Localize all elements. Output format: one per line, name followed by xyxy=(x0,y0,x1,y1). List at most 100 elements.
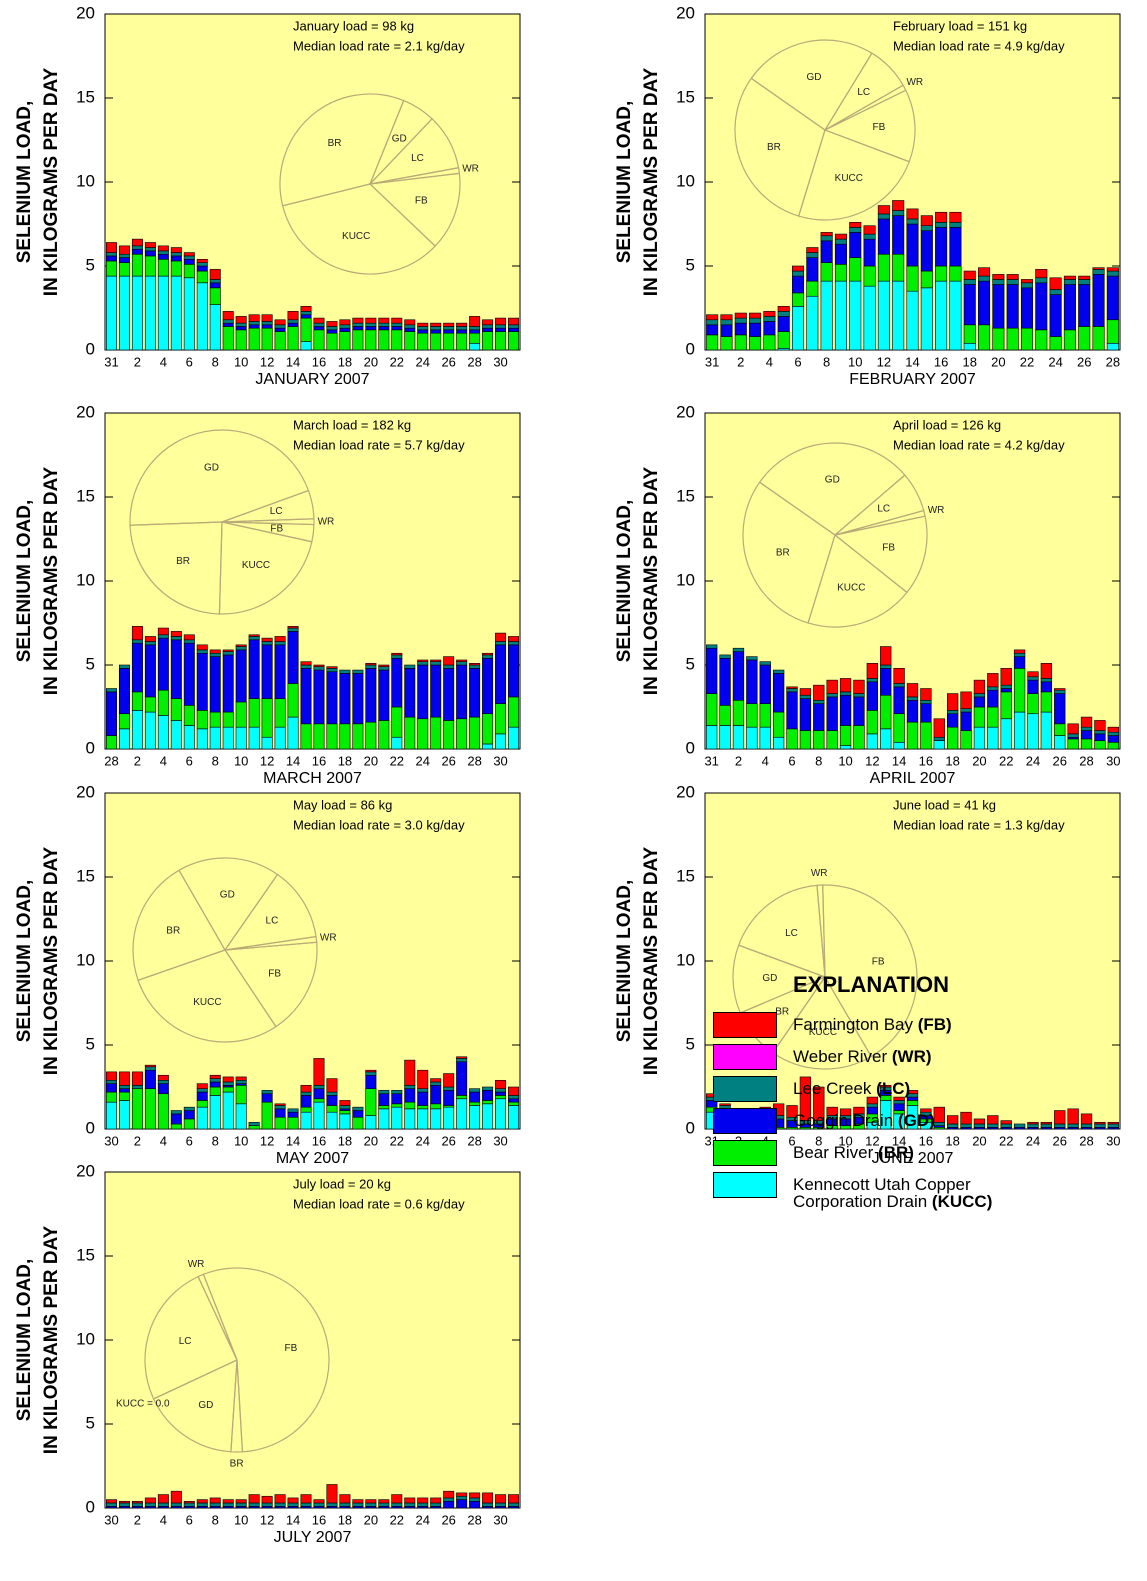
x-tick-label: 8 xyxy=(212,753,219,768)
bar-segment xyxy=(339,669,351,674)
bar-segment xyxy=(313,322,325,327)
pie-slice xyxy=(152,1359,238,1453)
bar-segment xyxy=(261,698,273,738)
x-axis-label: JULY 2007 xyxy=(274,1529,352,1546)
bar-segment xyxy=(300,341,312,351)
bar-segment xyxy=(157,258,169,277)
bar-segment xyxy=(456,718,468,750)
y-tick-label: 10 xyxy=(676,171,695,190)
pie-label: FB xyxy=(872,957,885,968)
pie-label: BR xyxy=(166,925,180,936)
bar-segment xyxy=(469,332,481,344)
y-tick-label: 5 xyxy=(86,1413,95,1432)
bar-segment xyxy=(813,699,825,704)
y-tick-label: 10 xyxy=(676,570,695,589)
bar-segment xyxy=(287,1111,299,1118)
bar-segment xyxy=(391,317,403,324)
bar-segment xyxy=(839,1108,852,1116)
bar-segment xyxy=(1080,726,1093,731)
bar-segment xyxy=(300,1095,312,1108)
bar-segment xyxy=(378,720,390,750)
bar-segment xyxy=(746,703,758,728)
bar-segment xyxy=(777,331,790,349)
pie-label: GD xyxy=(220,889,235,900)
bar-segment xyxy=(456,322,468,327)
legend-text: Farmington Bay (FB) xyxy=(793,1012,993,1033)
bar-segment xyxy=(1092,267,1105,270)
bar-segment xyxy=(261,1093,273,1103)
bar-segment xyxy=(287,319,299,324)
bar-segment xyxy=(430,1108,442,1130)
bar-segment xyxy=(131,642,143,693)
pie-slice xyxy=(223,873,317,951)
bar-segment xyxy=(378,326,390,331)
y-axis-label-line: SELENIUM LOAD, xyxy=(14,880,35,1043)
pie-label: LC xyxy=(857,87,870,98)
bar-segment xyxy=(863,265,876,287)
bar-segment xyxy=(196,1091,208,1101)
bar-segment xyxy=(274,327,286,332)
bar-segment xyxy=(495,733,507,750)
x-tick-label: 20 xyxy=(364,1133,378,1148)
bar-segment xyxy=(834,280,847,351)
x-tick-label: 28 xyxy=(1106,354,1120,369)
y-tick-label: 5 xyxy=(686,255,695,274)
y-tick-label: 20 xyxy=(76,3,95,22)
bar-segment xyxy=(791,292,805,307)
y-tick-label: 20 xyxy=(676,782,695,801)
annotation: June load = 41 kg xyxy=(893,797,996,812)
bar-segment xyxy=(443,329,455,334)
bar-segment xyxy=(131,626,143,641)
bar-segment xyxy=(391,1093,403,1105)
x-tick-label: 24 xyxy=(416,354,430,369)
bar-segment xyxy=(118,1085,130,1089)
bar-segment xyxy=(508,1101,520,1106)
x-tick-label: 10 xyxy=(838,753,852,768)
y-tick-label: 0 xyxy=(686,738,695,757)
bar-segment xyxy=(749,322,762,337)
y-tick-label: 15 xyxy=(76,866,95,885)
pie-label: KUCC = 0.0 xyxy=(116,1399,170,1410)
bar-segment xyxy=(339,1494,351,1504)
bar-segment xyxy=(196,282,208,351)
bar-segment xyxy=(880,646,892,666)
legend-name: Farmington Bay xyxy=(793,1015,913,1034)
bar-segment xyxy=(813,684,825,701)
annotation: Median load rate = 2.1 kg/day xyxy=(293,38,465,53)
bar-segment xyxy=(1094,733,1106,741)
legend-abbr: (BR) xyxy=(878,1143,914,1162)
bar-segment xyxy=(1106,267,1119,272)
x-tick-label: 18 xyxy=(945,753,959,768)
y-tick-label: 0 xyxy=(86,1497,95,1516)
bar-segment xyxy=(274,319,286,326)
bar-segment xyxy=(417,1108,429,1130)
pie-slice xyxy=(281,183,437,275)
bar-segment xyxy=(893,683,905,688)
bar-segment xyxy=(417,322,429,327)
pie-label: KUCC xyxy=(809,1027,837,1038)
bar-segment xyxy=(906,721,919,750)
bar-segment xyxy=(777,306,790,312)
x-tick-label: 24 xyxy=(416,1512,430,1527)
y-tick-label: 0 xyxy=(86,738,95,757)
bar-segment xyxy=(222,1076,234,1083)
bar-segment xyxy=(960,730,972,750)
bar-segment xyxy=(378,1502,390,1507)
bar-segment xyxy=(1094,1121,1106,1125)
annotation: Median load rate = 5.7 kg/day xyxy=(293,437,465,452)
bar-segment xyxy=(287,716,299,750)
bar-segment xyxy=(456,326,468,331)
pie-label: WR xyxy=(811,868,828,879)
bar-segment xyxy=(933,736,945,741)
bar-segment xyxy=(430,1085,442,1105)
bar-segment xyxy=(261,324,273,329)
bar-segment xyxy=(978,267,991,277)
annotation: January load = 98 kg xyxy=(293,18,414,33)
bar-segment xyxy=(391,736,403,750)
bar-segment xyxy=(183,1500,195,1504)
bar-segment xyxy=(1027,693,1039,715)
bar-segment xyxy=(365,664,377,669)
bar-segment xyxy=(1054,689,1066,694)
bar-segment xyxy=(1027,676,1039,681)
x-tick-label: 30 xyxy=(104,1512,118,1527)
